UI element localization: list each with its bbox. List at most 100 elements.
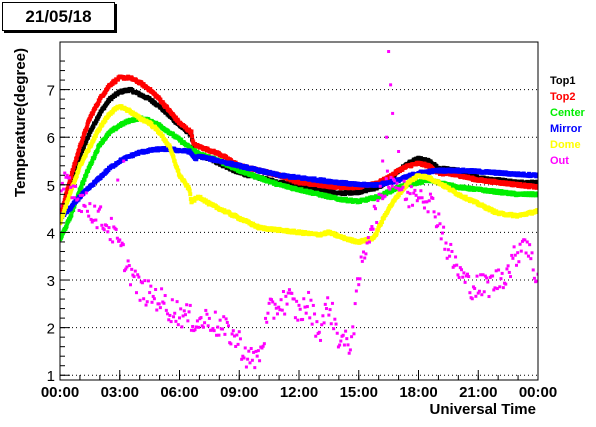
point-out xyxy=(93,204,97,208)
point-out-outlier xyxy=(387,50,391,54)
point-out xyxy=(309,298,313,302)
point-out xyxy=(401,185,405,189)
point-out xyxy=(372,204,376,208)
point-out-outlier xyxy=(385,135,389,139)
point-out xyxy=(341,333,345,337)
point-top1 xyxy=(84,138,89,143)
point-top2 xyxy=(113,79,118,84)
point-out xyxy=(88,202,92,206)
point-dome xyxy=(68,189,73,194)
point-out xyxy=(100,223,104,227)
point-out xyxy=(279,298,283,302)
point-out xyxy=(509,275,513,279)
point-dome xyxy=(381,216,386,221)
point-out xyxy=(152,297,156,301)
point-out xyxy=(118,238,122,242)
point-out xyxy=(230,332,234,336)
point-out xyxy=(449,242,453,246)
point-mirror xyxy=(123,157,128,162)
point-out xyxy=(162,301,166,305)
x-tick-label: 06:00 xyxy=(160,384,198,401)
point-out xyxy=(295,299,299,303)
point-top1 xyxy=(81,144,86,149)
point-out xyxy=(428,192,432,196)
point-out-outlier xyxy=(389,83,393,87)
point-top2 xyxy=(64,191,69,196)
point-out xyxy=(470,297,474,301)
point-dome xyxy=(175,165,180,170)
point-out xyxy=(532,276,536,280)
point-out xyxy=(413,188,417,192)
point-out xyxy=(402,179,406,183)
point-center xyxy=(60,233,64,238)
point-out xyxy=(111,240,115,244)
point-out xyxy=(439,237,443,241)
point-out xyxy=(394,186,398,190)
point-out xyxy=(418,196,422,200)
point-out xyxy=(297,303,301,307)
point-top1 xyxy=(77,157,82,162)
point-out xyxy=(221,327,225,331)
point-dome xyxy=(60,220,63,225)
point-out xyxy=(286,291,290,295)
point-out xyxy=(271,300,275,304)
point-out xyxy=(224,317,228,321)
point-out xyxy=(207,316,211,320)
point-out xyxy=(358,277,362,281)
point-out xyxy=(347,351,351,355)
point-dome xyxy=(380,219,385,224)
legend-item-center: Center xyxy=(550,107,586,119)
point-dome xyxy=(74,174,79,179)
point-top2 xyxy=(65,186,70,191)
point-out xyxy=(60,181,64,185)
legend-item-mirror: Mirror xyxy=(550,123,583,135)
ticks: 1 2 3 4 5 6 7 00:00 03:00 06:00 09:00 12:00 15:00 18:… xyxy=(41,60,557,401)
point-out xyxy=(414,193,418,197)
point-out xyxy=(476,291,480,295)
point-out xyxy=(226,324,230,328)
point-out xyxy=(287,288,291,292)
point-out xyxy=(500,271,504,275)
point-out xyxy=(323,302,327,306)
point-out xyxy=(408,192,412,196)
point-dome xyxy=(83,153,88,158)
point-dome xyxy=(86,148,91,153)
point-dome xyxy=(192,198,197,203)
point-out xyxy=(320,323,324,327)
point-out xyxy=(363,256,367,260)
point-out xyxy=(266,311,270,315)
point-out xyxy=(396,186,400,190)
point-out xyxy=(520,239,524,243)
point-out xyxy=(180,325,184,329)
point-out xyxy=(448,254,452,258)
point-out xyxy=(463,280,467,284)
point-out xyxy=(127,264,131,268)
legend-item-top1: Top1 xyxy=(550,75,575,87)
point-out xyxy=(186,319,190,323)
point-center xyxy=(64,224,69,229)
point-out xyxy=(524,251,528,255)
point-out xyxy=(109,216,113,220)
point-dome xyxy=(60,217,64,222)
point-out xyxy=(154,287,158,291)
point-out xyxy=(281,290,285,294)
point-out xyxy=(321,314,325,318)
point-dome xyxy=(62,207,67,212)
point-out xyxy=(376,199,380,203)
y-axis-title: Temperature(degree) xyxy=(12,48,29,197)
point-out xyxy=(445,256,449,260)
point-center xyxy=(535,191,538,196)
y-tick-label: 6 xyxy=(47,130,55,147)
point-out xyxy=(173,311,177,315)
point-top2 xyxy=(67,180,72,185)
point-out xyxy=(415,199,419,203)
point-out xyxy=(157,302,161,306)
point-out xyxy=(371,227,375,231)
point-out xyxy=(411,203,415,207)
point-out xyxy=(405,197,409,201)
y-tick-label: 4 xyxy=(47,225,55,242)
point-top1 xyxy=(98,111,103,116)
point-out xyxy=(315,320,319,324)
point-out xyxy=(250,358,254,362)
point-out xyxy=(342,343,346,347)
